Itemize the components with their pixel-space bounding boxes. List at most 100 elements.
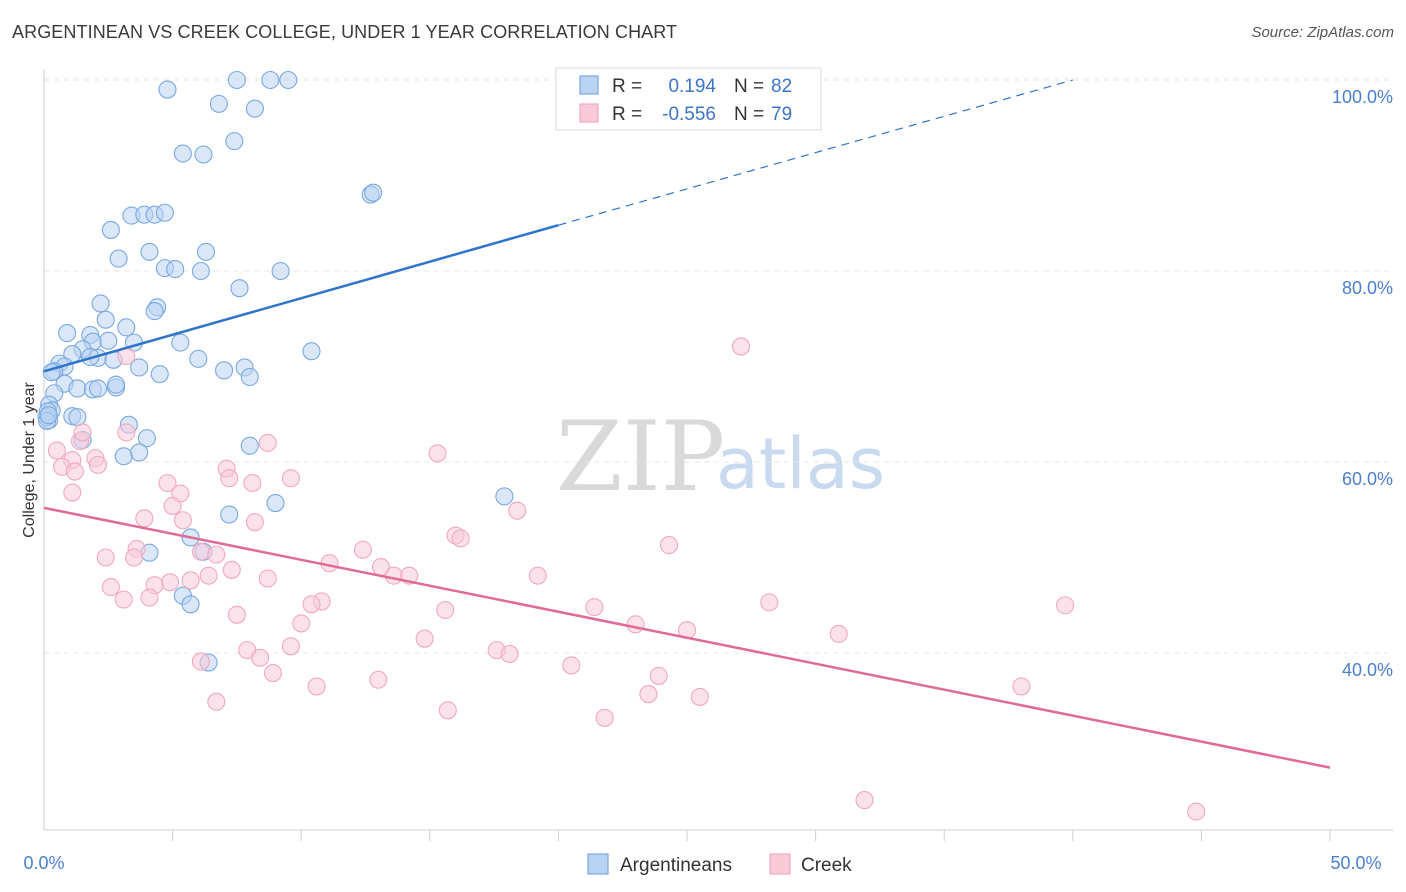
point-creek bbox=[163, 496, 182, 515]
x-tick-label-min: 0.0% bbox=[23, 853, 64, 873]
point-creek bbox=[384, 566, 403, 585]
point-argentineans bbox=[158, 80, 177, 99]
trend-line-creek bbox=[43, 506, 1331, 769]
point-argentineans bbox=[137, 429, 156, 448]
stats-swatch-creek bbox=[579, 103, 599, 123]
stats-swatch-argentineans bbox=[579, 75, 599, 95]
point-argentineans bbox=[240, 367, 259, 387]
point-creek bbox=[191, 652, 210, 671]
legend-swatch-argentineans bbox=[587, 853, 609, 875]
stats-legend-box bbox=[555, 67, 822, 131]
trend-lines bbox=[43, 79, 1331, 769]
point-argentineans bbox=[189, 349, 208, 368]
point-creek bbox=[47, 441, 66, 460]
point-creek bbox=[855, 791, 874, 810]
point-creek bbox=[124, 548, 144, 567]
x-tick-label-max: 50.0% bbox=[1330, 853, 1381, 873]
x-ticks bbox=[172, 830, 1331, 841]
point-argentineans bbox=[302, 342, 321, 361]
point-argentineans bbox=[106, 375, 126, 394]
point-argentineans bbox=[240, 436, 259, 455]
point-creek bbox=[690, 687, 709, 706]
point-argentineans bbox=[196, 242, 216, 261]
y-axis-title: College, Under 1 year bbox=[21, 382, 38, 538]
point-creek bbox=[585, 598, 604, 617]
point-creek bbox=[181, 571, 200, 590]
chart-source: Source: ZipAtlas.com bbox=[1251, 24, 1394, 41]
point-creek bbox=[250, 648, 270, 667]
legend-label-argentineans: Argentineans bbox=[620, 855, 732, 876]
stats-r-value-argentineans: 0.194 bbox=[668, 76, 716, 97]
point-creek bbox=[220, 469, 239, 488]
point-creek bbox=[140, 588, 159, 607]
point-argentineans bbox=[209, 94, 228, 113]
point-argentineans bbox=[214, 361, 234, 380]
point-creek bbox=[158, 473, 177, 493]
point-creek bbox=[227, 605, 246, 624]
point-argentineans bbox=[109, 249, 128, 268]
point-argentineans bbox=[220, 505, 239, 524]
chart-title: ARGENTINEAN VS CREEK COLLEGE, UNDER 1 YE… bbox=[12, 22, 678, 42]
point-argentineans bbox=[266, 494, 285, 513]
y-tick-label: 100.0% bbox=[1332, 87, 1393, 107]
point-argentineans bbox=[58, 324, 77, 343]
point-argentineans bbox=[495, 487, 514, 506]
point-argentineans bbox=[271, 261, 290, 281]
point-creek bbox=[353, 540, 372, 559]
point-creek bbox=[88, 455, 108, 474]
point-argentineans bbox=[245, 99, 264, 118]
point-argentineans bbox=[39, 406, 58, 425]
point-creek bbox=[199, 566, 218, 585]
point-argentineans bbox=[225, 132, 244, 151]
point-creek bbox=[1056, 596, 1075, 615]
stats-r-value-creek: -0.556 bbox=[662, 104, 716, 125]
series-legend: Argentineans Creek bbox=[587, 853, 852, 876]
point-creek bbox=[302, 595, 321, 614]
y-tick-label: 80.0% bbox=[1342, 278, 1393, 298]
point-creek bbox=[428, 444, 447, 463]
point-argentineans bbox=[114, 447, 133, 466]
legend-swatch-creek bbox=[769, 853, 791, 875]
point-creek bbox=[63, 483, 82, 502]
point-argentineans bbox=[130, 443, 149, 462]
stats-r-label-argentineans: R = bbox=[612, 76, 642, 97]
stats-n-value-argentineans: 82 bbox=[771, 76, 792, 97]
point-argentineans bbox=[279, 70, 298, 90]
point-creek bbox=[191, 542, 210, 561]
point-creek bbox=[160, 573, 180, 592]
point-creek bbox=[659, 536, 679, 555]
point-creek bbox=[258, 569, 277, 588]
point-creek bbox=[207, 545, 226, 564]
stats-n-label-argentineans: N = bbox=[734, 76, 764, 97]
point-creek bbox=[451, 529, 470, 548]
series-creek-points bbox=[47, 337, 1206, 821]
point-creek bbox=[626, 615, 645, 634]
point-argentineans bbox=[68, 379, 87, 398]
point-argentineans bbox=[91, 294, 110, 313]
point-argentineans bbox=[145, 302, 164, 321]
point-creek bbox=[436, 600, 455, 620]
point-argentineans bbox=[166, 260, 185, 279]
point-creek bbox=[65, 462, 84, 481]
point-argentineans bbox=[364, 183, 383, 202]
stats-n-value-creek: 79 bbox=[771, 104, 792, 125]
point-argentineans bbox=[140, 242, 159, 261]
point-creek bbox=[173, 511, 192, 530]
point-creek bbox=[73, 423, 92, 442]
point-creek bbox=[438, 701, 457, 720]
watermark-atlas: atlas bbox=[716, 423, 885, 505]
point-creek bbox=[263, 664, 282, 683]
point-argentineans bbox=[150, 365, 169, 384]
point-argentineans bbox=[230, 279, 249, 298]
point-creek bbox=[829, 624, 848, 643]
point-creek bbox=[292, 614, 311, 633]
point-creek bbox=[114, 590, 133, 609]
stats-n-label-creek: N = bbox=[734, 104, 764, 125]
point-creek bbox=[1187, 802, 1206, 821]
point-creek bbox=[508, 501, 527, 520]
point-argentineans bbox=[261, 70, 280, 90]
axes bbox=[43, 70, 1393, 831]
point-creek bbox=[562, 656, 581, 675]
point-creek bbox=[245, 513, 264, 532]
